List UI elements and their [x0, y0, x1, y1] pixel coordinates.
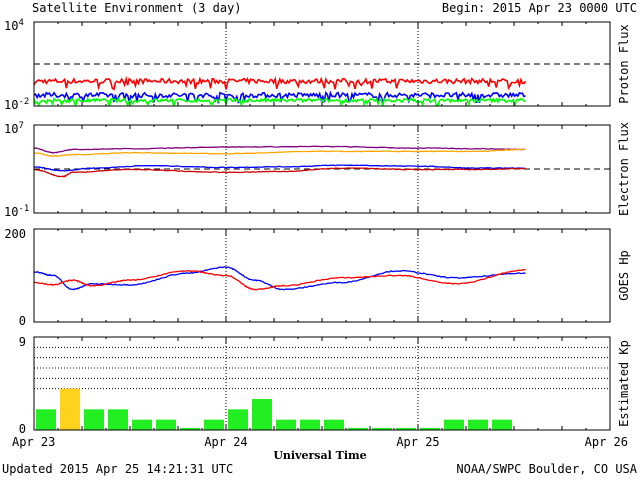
- kp-bar: [276, 419, 296, 430]
- kp-bar: [420, 427, 440, 430]
- proton-ytick-top: 104: [4, 18, 24, 33]
- kp-bar: [324, 419, 344, 430]
- proton-blue-line: [34, 90, 526, 104]
- kp-bar: [156, 419, 176, 430]
- x-tick-label: Apr 25: [396, 435, 439, 449]
- kp-bar: [84, 409, 104, 430]
- kp-ytick-top: 9: [19, 335, 26, 349]
- kp-bar: [60, 388, 80, 430]
- updated-time: Updated 2015 Apr 25 14:21:31 UTC: [2, 462, 233, 476]
- proton-ytick-bottom: 10-2: [4, 97, 29, 112]
- x-axis-label: Universal Time: [273, 449, 366, 462]
- x-tick-label: Apr 23: [12, 435, 55, 449]
- hp-ytick-top: 200: [4, 227, 26, 241]
- kp-ytick-bottom: 0: [19, 422, 26, 436]
- begin-time: Begin: 2015 Apr 23 0000 UTC: [442, 1, 637, 15]
- electron-ytick-top: 107: [4, 121, 24, 136]
- kp-bar: [396, 427, 416, 430]
- kp-bar: [204, 419, 224, 430]
- kp-series: [36, 388, 512, 430]
- hp-red-line: [34, 268, 526, 291]
- x-tick-label: Apr 26: [585, 435, 628, 449]
- x-tick-label: Apr 24: [204, 435, 247, 449]
- proton-red-line: [34, 75, 527, 91]
- proton-green-line: [34, 96, 526, 106]
- chart-title: Satellite Environment (3 day): [32, 1, 242, 15]
- kp-bar: [348, 427, 368, 430]
- electron-series: [34, 145, 526, 178]
- kp-bar: [180, 427, 200, 430]
- hp-blue-line: [34, 266, 526, 291]
- kp-bar: [492, 419, 512, 430]
- kp-bar: [132, 419, 152, 430]
- kp-bar: [36, 409, 56, 430]
- kp-ylabel: Estimated Kp: [617, 340, 631, 427]
- credit: NOAA/SWPC Boulder, CO USA: [456, 462, 637, 476]
- kp-bar: [444, 419, 464, 430]
- kp-bar: [228, 409, 248, 430]
- electron-purple-line: [34, 145, 526, 154]
- proton-series: [34, 75, 527, 106]
- electron-darkred-line: [34, 167, 526, 178]
- kp-bar: [372, 427, 392, 430]
- proton-ylabel: Proton Flux: [617, 24, 631, 103]
- electron-ylabel: Electron Flux: [617, 122, 631, 216]
- electron-blue-line: [34, 164, 526, 172]
- hp-ytick-bottom: 0: [19, 314, 26, 328]
- hp-ylabel: GOES Hp: [617, 250, 631, 301]
- kp-bar: [468, 419, 488, 430]
- panels: 104 10-2 Proton Flux 107 10-1 Electron Flux 20…: [4, 18, 631, 449]
- electron-ytick-bottom: 10-1: [4, 204, 29, 219]
- kp-bar: [108, 409, 128, 430]
- electron-orange-line: [34, 148, 526, 158]
- hp-frame: [33, 228, 611, 323]
- kp-bar: [252, 399, 272, 430]
- kp-bar: [300, 419, 320, 430]
- hp-series: [34, 266, 526, 291]
